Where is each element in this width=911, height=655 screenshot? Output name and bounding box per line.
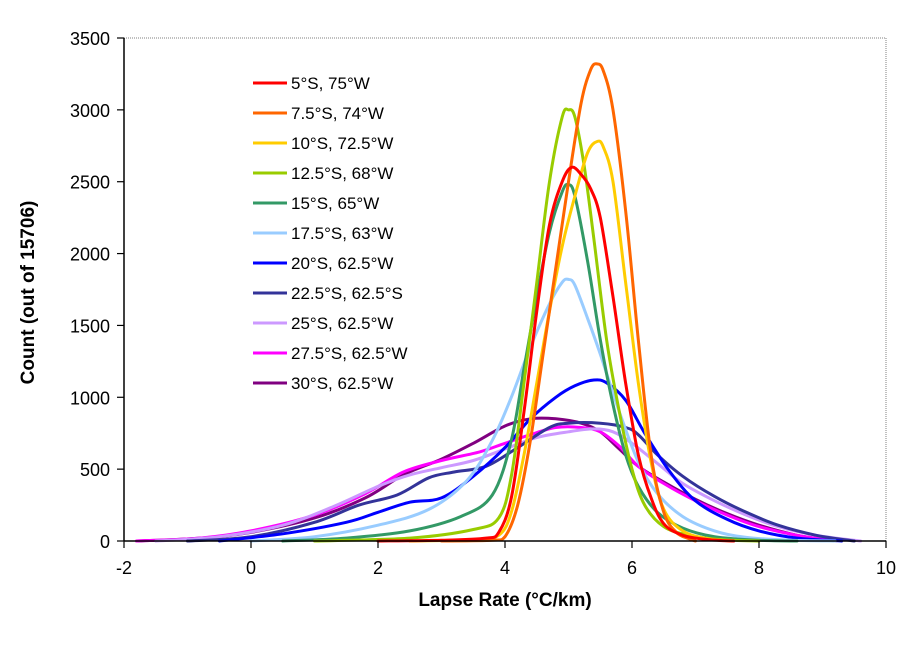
y-axis-title: Count (out of 15706)	[18, 201, 39, 385]
y-tick-label: 1000	[70, 388, 110, 408]
legend-item: 17.5°S, 63°W	[253, 224, 393, 243]
legend-item: 22.5°S, 62.5°S	[253, 284, 403, 303]
legend-label: 15°S, 65°W	[291, 194, 379, 213]
series-layer	[135, 62, 863, 543]
series-line-0	[376, 165, 736, 543]
legend: 5°S, 75°W 7.5°S, 74°W 10°S, 72.5°W 12.5°S, …	[253, 74, 408, 393]
y-axis-ticks: 0 500 1000 1500 2000 2500 3000 3500	[70, 29, 124, 552]
legend-label: 20°S, 62.5°W	[291, 254, 393, 273]
legend-item: 12.5°S, 68°W	[253, 164, 393, 183]
y-tick-label: 500	[80, 460, 110, 480]
series-line-6	[217, 378, 844, 543]
legend-label: 22.5°S, 62.5°S	[291, 284, 403, 303]
legend-label: 25°S, 62.5°W	[291, 314, 393, 333]
series-line-1	[440, 62, 697, 543]
x-axis-ticks: -2 0 2 4 6 8 10	[116, 541, 896, 578]
x-tick-label: 10	[876, 558, 896, 578]
x-tick-label: 4	[500, 558, 510, 578]
y-tick-label: 2500	[70, 173, 110, 193]
legend-item: 20°S, 62.5°W	[253, 254, 393, 273]
legend-item: 5°S, 75°W	[253, 74, 370, 93]
legend-item: 25°S, 62.5°W	[253, 314, 393, 333]
y-tick-label: 3000	[70, 101, 110, 121]
y-tick-label: 3500	[70, 29, 110, 49]
legend-label: 17.5°S, 63°W	[291, 224, 393, 243]
y-tick-label: 1500	[70, 316, 110, 336]
series-line-7	[186, 421, 856, 543]
legend-item: 10°S, 72.5°W	[253, 134, 393, 153]
legend-label: 5°S, 75°W	[291, 74, 370, 93]
legend-item: 15°S, 65°W	[253, 194, 379, 213]
y-tick-label: 2000	[70, 245, 110, 265]
legend-label: 12.5°S, 68°W	[291, 164, 393, 183]
x-tick-label: 2	[373, 558, 383, 578]
y-tick-label: 0	[100, 532, 110, 552]
x-tick-label: 0	[246, 558, 256, 578]
series-line-5	[249, 277, 837, 543]
legend-item: 27.5°S, 62.5°W	[253, 344, 408, 363]
legend-item: 7.5°S, 74°W	[253, 104, 384, 123]
x-tick-label: -2	[116, 558, 132, 578]
x-axis-title: Lapse Rate (°C/km)	[418, 590, 591, 611]
legend-label: 7.5°S, 74°W	[291, 104, 384, 123]
series-line-8	[154, 427, 863, 543]
x-tick-label: 8	[754, 558, 764, 578]
legend-label: 27.5°S, 62.5°W	[291, 344, 408, 363]
legend-item: 30°S, 62.5°W	[253, 374, 393, 393]
legend-label: 30°S, 62.5°W	[291, 374, 393, 393]
legend-label: 10°S, 72.5°W	[291, 134, 393, 153]
series-line-3	[313, 107, 761, 543]
x-tick-label: 6	[627, 558, 637, 578]
